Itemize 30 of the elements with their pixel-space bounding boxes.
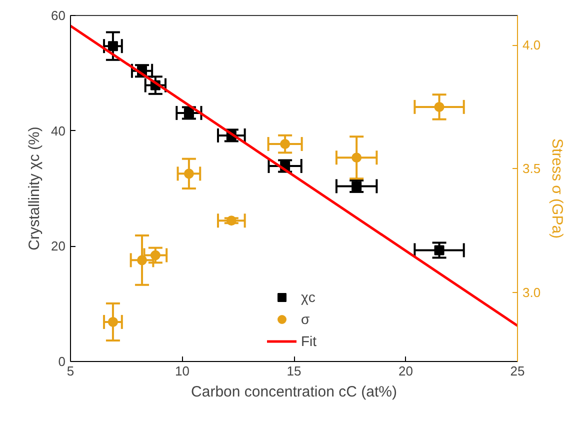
- point: [108, 41, 118, 52]
- legend-label: σ: [301, 311, 311, 327]
- point: [137, 255, 148, 266]
- y-tick-label: 40: [51, 123, 66, 138]
- y-tick-label: 20: [51, 238, 66, 254]
- legend-label: χc: [301, 289, 316, 305]
- y2-tick-label: 4.0: [522, 38, 541, 53]
- point: [352, 152, 362, 163]
- x-axis-title: Carbon concentration cC (at%): [191, 384, 397, 400]
- x-tick-label: 25: [510, 364, 525, 378]
- point: [434, 102, 444, 112]
- legend-label: Fit: [301, 333, 318, 349]
- y2-axis-title: Stress σ (GPa): [548, 138, 566, 239]
- y-tick-label: 60: [51, 8, 66, 23]
- y-tick-label: 0: [58, 354, 66, 369]
- point: [150, 250, 160, 260]
- y-axis-title: Crystallinity χc (%): [26, 126, 44, 250]
- point: [434, 245, 444, 256]
- point: [184, 108, 194, 118]
- point: [280, 139, 290, 150]
- x-tick-label: 20: [398, 364, 413, 378]
- point: [352, 181, 362, 192]
- point: [226, 216, 236, 226]
- x-tick-label: 15: [286, 364, 302, 378]
- x-tick-label: 5: [66, 364, 74, 378]
- point: [184, 168, 194, 179]
- point: [108, 316, 118, 327]
- y2-tick-label: 3.0: [522, 284, 541, 300]
- x-tick-label: 10: [175, 364, 190, 378]
- y2-tick-label: 3.5: [522, 161, 541, 176]
